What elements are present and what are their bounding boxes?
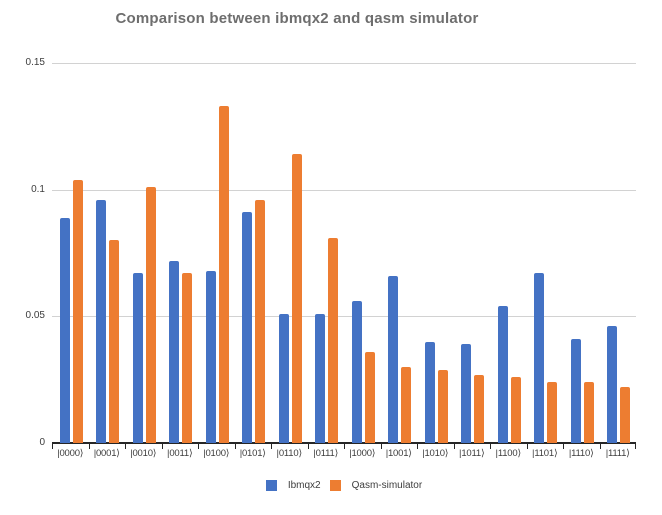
qasm-simulator-bar	[145, 187, 156, 443]
x-tick-label: |1011⟩	[459, 448, 485, 459]
bar-group: |0110⟩	[271, 63, 308, 459]
bar-group: |0000⟩	[52, 63, 89, 459]
ibmqx2-bar	[242, 212, 252, 443]
axis-tick	[88, 444, 90, 449]
x-tick-label: |1000⟩	[349, 448, 376, 459]
legend-label: Qasm-simulator	[351, 479, 423, 491]
axis-tick	[635, 444, 636, 449]
x-tick-label: |0110⟩	[276, 448, 303, 459]
axis-tick	[52, 444, 53, 449]
legend: Ibmqx2 Qasm-simulator	[52, 478, 636, 492]
axis-tick	[234, 444, 236, 449]
axis-tick	[417, 444, 418, 449]
qasm-simulator-bar	[218, 106, 229, 443]
ibmqx2-bar	[205, 270, 216, 443]
ibmqx2-bar	[96, 199, 106, 443]
y-tick-label: 0.1	[31, 183, 45, 195]
bar-group: |0100⟩	[198, 63, 235, 459]
x-tick-label: |1001⟩	[385, 448, 412, 459]
x-tick-label: |1101⟩	[532, 448, 558, 459]
ibmqx2-bar	[351, 301, 362, 443]
y-tick-label: 0.05	[25, 310, 45, 322]
axis-tick	[344, 444, 345, 449]
gridline	[52, 189, 636, 191]
x-tick-label: |0001⟩	[93, 448, 120, 459]
legend-label: Ibmqx2	[287, 479, 321, 491]
x-tick-label: |0100⟩	[203, 448, 230, 459]
qasm-simulator-bar	[583, 382, 594, 443]
ibmqx2-bar	[497, 306, 508, 443]
bar-group: |1000⟩	[344, 63, 381, 459]
qasm-simulator-bar	[620, 387, 630, 443]
axis-tick	[161, 444, 163, 449]
bar-group: |1001⟩	[380, 63, 418, 459]
ibmqx2-bar	[607, 326, 617, 443]
x-tick-label: |0011⟩	[167, 448, 193, 459]
qasm-simulator-bar	[364, 351, 375, 443]
axis-tick	[490, 444, 491, 449]
qasm-simulator-bar	[547, 382, 557, 443]
bar-group: |0010⟩	[125, 63, 162, 459]
qasm-simulator-bar	[109, 240, 119, 443]
qasm-simulator-bar	[182, 273, 192, 443]
ibmqx2-bar	[169, 260, 179, 443]
ibmqx2-bar	[388, 275, 398, 443]
bar-group: |1010⟩	[417, 63, 454, 459]
qasm-simulator-bar	[437, 369, 448, 443]
axis-tick	[563, 444, 564, 449]
gridline	[52, 63, 636, 64]
axis-tick	[453, 444, 455, 449]
ibmqx2-bar	[424, 341, 435, 443]
axis-tick	[125, 444, 126, 449]
bar-group: |0101⟩	[234, 63, 272, 459]
ibmqx2-bar	[570, 339, 581, 443]
axis-tick	[526, 444, 528, 449]
qasm-simulator-legend-swatch	[329, 479, 341, 491]
bar-group: |0011⟩	[161, 63, 199, 459]
bar-group: |1110⟩	[563, 63, 600, 459]
qasm-simulator-bar	[474, 374, 484, 443]
qasm-simulator-bar	[72, 179, 83, 443]
y-tick-label: 0	[39, 437, 45, 448]
bar-group: |1111⟩	[599, 63, 637, 459]
ibmqx2-legend-swatch	[265, 479, 277, 491]
x-tick-label: |0111⟩	[313, 448, 339, 459]
axis-tick	[307, 444, 309, 449]
ibmqx2-bar	[461, 344, 471, 443]
x-tick-label: |0010⟩	[130, 448, 157, 459]
ibmqx2-bar	[59, 217, 70, 443]
bar-group: |0111⟩	[307, 63, 345, 459]
x-tick-label: |1111⟩	[605, 448, 630, 459]
bar-group: |1101⟩	[526, 63, 564, 459]
axis-tick	[198, 444, 199, 449]
legend-item: Ibmqx2	[265, 479, 321, 491]
x-tick-label: |1110⟩	[568, 448, 594, 459]
legend-item: Qasm-simulator	[329, 479, 423, 491]
qasm-simulator-bar	[255, 199, 265, 443]
x-tick-label: |1010⟩	[422, 448, 449, 459]
bar-group: |1011⟩	[453, 63, 491, 459]
plot-area: |0000⟩ |0001⟩ |0010⟩ |0011⟩ |0100⟩ |0101⟩ |011…	[52, 63, 637, 459]
chart-title: Comparison between ibmqx2 and qasm simul…	[115, 10, 479, 27]
y-tick-label: 0.15	[25, 57, 45, 68]
bar-group: |0001⟩	[88, 63, 126, 459]
x-tick-label: |0101⟩	[239, 448, 266, 459]
qasm-simulator-bar	[328, 237, 338, 443]
x-axis-line	[52, 442, 636, 444]
x-tick-label: |0000⟩	[57, 448, 84, 459]
axis-tick	[380, 444, 382, 449]
ibmqx2-bar	[132, 273, 143, 443]
qasm-simulator-bar	[510, 377, 521, 443]
qasm-simulator-bar	[291, 154, 302, 443]
qasm-simulator-bar	[401, 367, 411, 443]
axis-tick	[599, 444, 601, 449]
ibmqx2-bar	[315, 313, 325, 443]
gridline	[52, 316, 636, 318]
bar-group: |1100⟩	[490, 63, 527, 459]
ibmqx2-bar	[278, 313, 289, 443]
x-tick-label: |1100⟩	[495, 448, 522, 459]
axis-tick	[271, 444, 272, 449]
ibmqx2-bar	[534, 273, 544, 443]
